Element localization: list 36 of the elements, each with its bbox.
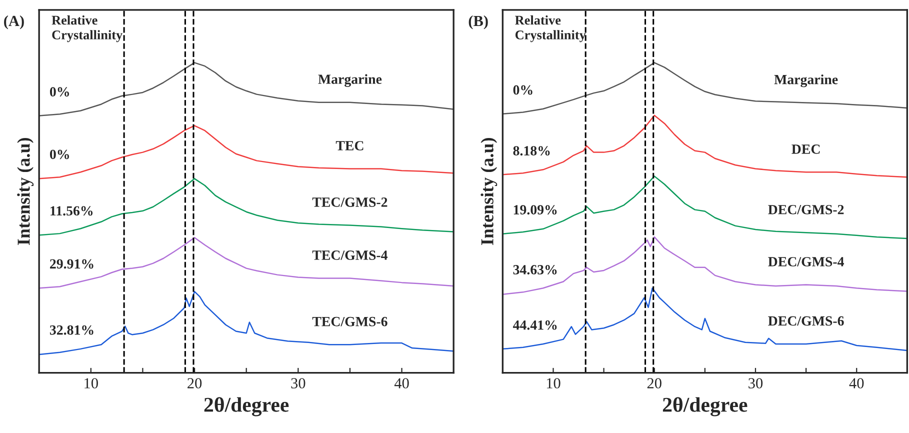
series-label: TEC <box>336 141 364 150</box>
annotation: 0% <box>513 85 532 95</box>
annotation: 11.56% <box>50 206 93 216</box>
annotation: 34.63% <box>513 265 557 274</box>
series-label: DEC/GMS-4 <box>768 257 844 266</box>
annotation: 19.09% <box>514 205 557 215</box>
series-label: Margarine <box>774 74 838 88</box>
annotation: 0% <box>50 150 69 160</box>
y-axis-title: Intensity (a.u) <box>17 138 34 245</box>
annotation: 32.81% <box>50 325 94 335</box>
annotation: 0% <box>50 87 69 97</box>
x-tick-label: 30 <box>291 378 306 388</box>
series-label: TEC/GMS-6 <box>312 316 388 326</box>
series-label: Margarine <box>318 74 382 87</box>
x-tick-label: 40 <box>849 378 864 388</box>
chart-title: (B) <box>468 15 488 30</box>
annotation: 44.41% <box>512 320 557 330</box>
y-axis-title: Intensity (a.u) <box>480 138 498 245</box>
x-tick-label: 20 <box>647 378 662 388</box>
x-tick-label: 10 <box>84 378 98 388</box>
series-label: TEC/GMS-4 <box>312 250 388 260</box>
annotation: 29.91% <box>50 259 94 269</box>
x-tick-label: 30 <box>748 378 763 388</box>
series-label: TEC/GMS-2 <box>312 198 388 207</box>
x-tick-label: 40 <box>394 378 409 388</box>
annotation: 8.18% <box>513 146 550 156</box>
series-label: DEC/GMS-2 <box>768 204 844 214</box>
x-tick-label: 10 <box>546 378 560 388</box>
series-label: DEC/GMS-6 <box>768 316 844 326</box>
text: Relative Crystallinity <box>52 15 122 42</box>
text: Relative Crystallinity <box>515 15 586 42</box>
chart-title: (A) <box>4 15 24 30</box>
x-tick-label: 20 <box>188 378 202 388</box>
x-axis-title: 2θ/degree <box>662 397 748 416</box>
x-axis-title: 2θ/degree <box>204 397 289 416</box>
series-label: DEC <box>792 144 820 154</box>
